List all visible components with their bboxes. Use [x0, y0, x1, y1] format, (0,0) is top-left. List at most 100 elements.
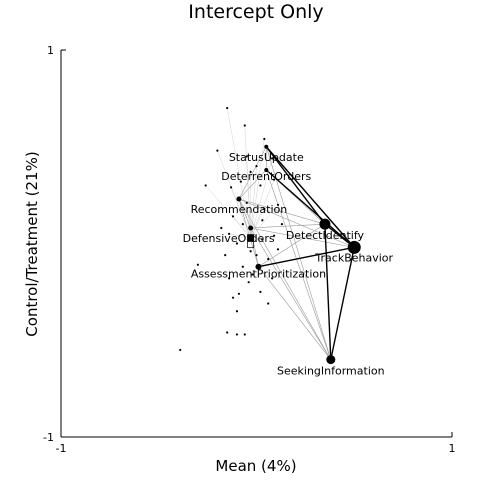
edge-assessment-prioritization-track-behavior: [258, 246, 355, 268]
y-axis-label: Control/Treatment (21%): [23, 151, 41, 336]
edge-status-update-recommendation: [238, 146, 267, 200]
node-label-assessment-prioritization: AssessmentPrioritization: [191, 268, 326, 281]
node-label-seeking-information: SeekingInformation: [277, 365, 385, 378]
x-tick-label-right: 1: [449, 442, 456, 455]
x-axis-label: Mean (4%): [215, 457, 296, 475]
spoke-0: [226, 108, 251, 238]
data-point: [272, 178, 276, 181]
edge-detect-identify-seeking-information: [324, 224, 332, 360]
data-point: [216, 149, 219, 152]
edge-deterrent-orders-track-behavior: [265, 169, 355, 248]
spoke-11: [232, 216, 251, 238]
center-marker-outline: [247, 241, 254, 249]
data-point: [228, 232, 231, 235]
node-label-deterrent-orders: DeterrentOrders: [221, 170, 311, 183]
data-point: [267, 257, 270, 261]
node-label-track-behavior: TrackBehavior: [314, 251, 393, 264]
data-point: [259, 184, 262, 187]
node-defensive-orders: [248, 225, 254, 231]
data-point: [231, 215, 235, 218]
data-point: [280, 223, 284, 226]
data-point: [245, 155, 248, 158]
data-point: [271, 277, 274, 280]
node-detect-identify: [319, 218, 331, 230]
label-layer: StatusUpdate DeterrentOrders Recommendatio…: [183, 151, 394, 378]
data-point: [237, 292, 241, 295]
data-point: [224, 254, 227, 257]
data-point: [229, 186, 233, 189]
node-recommendation: [236, 196, 242, 202]
node-status-update: [264, 144, 269, 149]
chart-title: Intercept Only: [188, 1, 323, 23]
axes: 1 -1 -1 1: [43, 44, 455, 455]
data-point: [249, 250, 252, 253]
spoke-6: [230, 187, 251, 238]
spoke-8: [250, 158, 273, 238]
edge-layer: [205, 108, 355, 360]
edge-track-behavior-seeking-information: [330, 247, 355, 360]
node-label-status-update: StatusUpdate: [229, 151, 304, 164]
data-point: [226, 106, 229, 110]
data-point: [263, 137, 266, 141]
edge-recommendation-detect-identify: [238, 198, 326, 225]
spoke-15: [250, 208, 265, 238]
data-point: [271, 157, 274, 160]
spoke-4: [205, 185, 251, 238]
data-point: [272, 234, 276, 237]
data-point: [255, 254, 258, 257]
x-tick-label-left: -1: [56, 442, 67, 455]
edge-status-update-detect-identify: [265, 146, 326, 225]
data-point: [235, 333, 239, 336]
data-point: [235, 310, 239, 313]
node-deterrent-orders: [264, 167, 269, 172]
data-point: [249, 170, 252, 174]
data-point: [228, 277, 231, 280]
spoke-3: [250, 138, 265, 238]
edge-recommendation-defensive-orders: [238, 198, 251, 229]
data-point: [235, 242, 239, 245]
point-layer: [179, 106, 284, 352]
data-point: [179, 348, 182, 352]
spoke-14: [229, 233, 251, 238]
node-layer: [236, 144, 361, 365]
edge-recommendation-seeking-information: [238, 198, 332, 360]
spoke-10: [250, 179, 275, 238]
data-point: [263, 207, 266, 210]
node-assessment-prioritization: [255, 263, 262, 270]
data-point: [226, 331, 229, 334]
node-label-detect-identify: DetectIdentify: [286, 229, 365, 242]
data-point: [239, 180, 242, 183]
data-point: [204, 184, 207, 187]
data-point: [247, 281, 250, 284]
data-point: [259, 290, 262, 293]
node-track-behavior: [347, 240, 361, 254]
edge-defensive-orders-seeking-information: [250, 227, 332, 360]
node-label-recommendation: Recommendation: [191, 203, 288, 216]
node-seeking-information: [326, 355, 336, 365]
edge-status-update-seeking-information: [265, 146, 332, 360]
data-point: [251, 273, 254, 276]
data-point: [255, 165, 258, 168]
data-point: [267, 302, 270, 305]
data-point: [231, 296, 235, 299]
edge-deterrent-orders-recommendation: [238, 169, 267, 200]
y-tick-label-bottom: -1: [43, 431, 54, 444]
edge-assessment-prioritization-detect-identify: [258, 223, 326, 267]
data-point: [241, 223, 244, 226]
spoke-16: [250, 204, 279, 238]
edge-recommendation-track-behavior: [238, 198, 355, 248]
edge-defensive-orders-detect-identify: [250, 223, 325, 229]
data-point: [245, 201, 248, 204]
edge-status-update-track-behavior: [265, 146, 355, 248]
node-label-defensive-orders: DefensiveOrders: [183, 232, 275, 245]
data-point: [276, 248, 280, 251]
data-point: [261, 219, 264, 222]
data-point: [276, 203, 280, 206]
data-point: [196, 263, 199, 266]
center-marker: [247, 234, 255, 242]
data-point: [220, 226, 223, 230]
edge-assessment-prioritization-seeking-information: [258, 266, 332, 360]
edge-deterrent-orders-seeking-information: [265, 169, 332, 360]
data-point: [241, 265, 244, 268]
